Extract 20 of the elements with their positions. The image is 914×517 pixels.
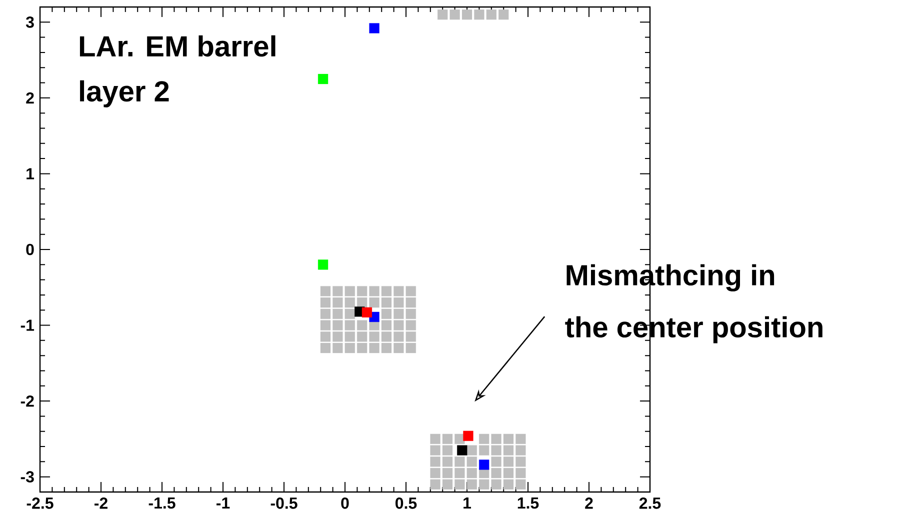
- x-tick-label: 2: [585, 498, 593, 509]
- x-tick-label: 0: [341, 498, 349, 509]
- x-tick-label: -1: [216, 498, 230, 509]
- y-tick-label: -1: [20, 320, 34, 331]
- x-tick-label: 1.5: [518, 498, 539, 509]
- annotation: layer 2: [80, 80, 169, 108]
- x-tick-label: -1.5: [148, 498, 176, 509]
- x-tick-label: 0.5: [396, 498, 417, 509]
- y-tick-label: 1: [26, 168, 34, 180]
- x-tick-label: 2.5: [639, 498, 661, 509]
- x-tick-label: -2.5: [26, 498, 54, 509]
- y-tick-label: -2: [20, 395, 34, 407]
- y-tick-label: -3: [20, 471, 34, 482]
- x-tick-label: -2: [94, 498, 108, 509]
- x-tick-label: -0.5: [270, 498, 298, 509]
- y-tick-label: 0: [26, 244, 34, 256]
- y-tick-label: 3: [26, 16, 34, 28]
- y-tick-label: 2: [26, 92, 34, 104]
- annotation: LAr. EM barrel: [80, 35, 276, 57]
- x-tick-label: 1: [464, 498, 471, 509]
